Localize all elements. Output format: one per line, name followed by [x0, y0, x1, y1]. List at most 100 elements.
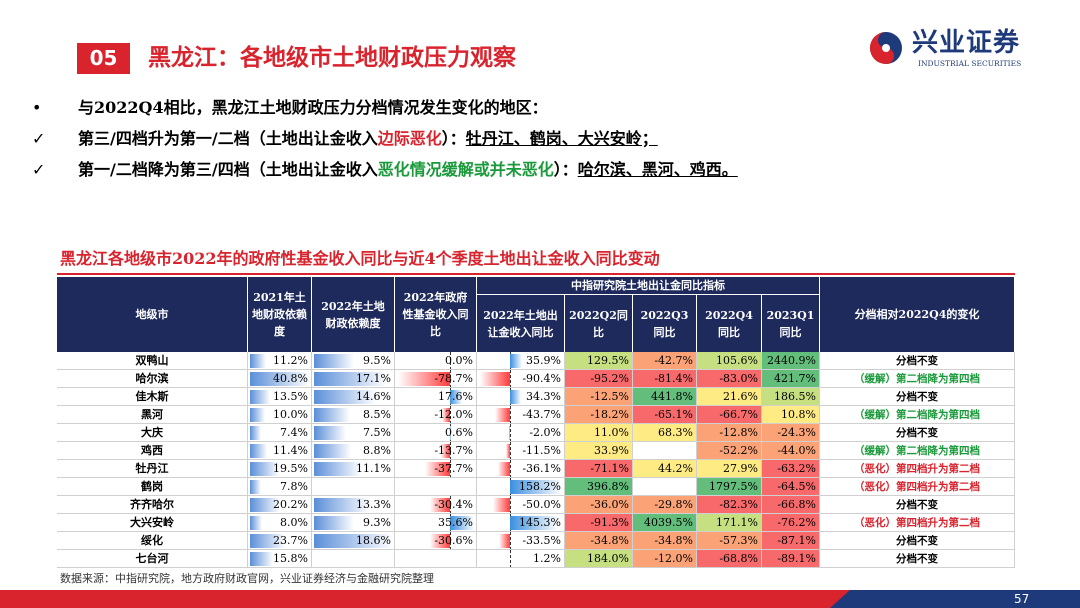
data-bar: [250, 480, 262, 494]
table-cell: 4039.5%: [633, 514, 697, 532]
table-cell: -30.6%: [395, 532, 477, 550]
table-cell: -65.1%: [633, 406, 697, 424]
table-cell: 129.5%: [565, 352, 633, 370]
data-bar: [250, 390, 270, 404]
table-cell: 13.3%: [312, 496, 395, 514]
data-bar: [506, 444, 510, 458]
table-cell: -30.4%: [395, 496, 477, 514]
table-cell: -76.2%: [762, 514, 820, 532]
bullet-text: 哈尔滨、黑河、鸡西。: [577, 160, 738, 179]
table-cell: 分档不变: [820, 550, 1015, 568]
table-title: 黑龙江各地级市2022年的政府性基金收入同比与近4个季度土地出让金收入同比变动: [60, 249, 660, 268]
table-cell: -12.5%: [565, 388, 633, 406]
page-number: 57: [1014, 592, 1030, 606]
table-cell: 齐齐哈尔: [57, 496, 248, 514]
table-cell: 158.2%: [477, 478, 565, 496]
table-cell: -36.1%: [477, 460, 565, 478]
table-cell: 21.6%: [697, 388, 762, 406]
table-cell: 7.5%: [312, 424, 395, 442]
data-bar: [314, 462, 362, 476]
table-cell: 145.3%: [477, 514, 565, 532]
table-cell: -42.7%: [633, 352, 697, 370]
table-cell: （恶化）第四档升为第二档: [820, 478, 1015, 496]
data-bar: [498, 534, 510, 548]
table-cell: 0.6%: [395, 424, 477, 442]
title-rule: [57, 273, 1015, 275]
table-cell: [395, 550, 477, 568]
column-header: 2022Q2同比: [565, 295, 633, 352]
logo-subtext: INDUSTRIAL SECURITIES: [918, 59, 1022, 68]
bullet-text: 与2022Q4相比，黑龙江土地财政压力分档情况发生变化的地区：: [78, 98, 548, 117]
column-header: 2022年土地财政依赖度: [312, 277, 395, 352]
table-cell: 33.9%: [565, 442, 633, 460]
data-bar: [509, 390, 522, 404]
data-bar: [314, 498, 371, 512]
table-cell: 441.8%: [633, 388, 697, 406]
table-cell: 34.3%: [477, 388, 565, 406]
table-cell: （恶化）第四档升为第二档: [820, 460, 1015, 478]
column-header: 2022年土地出让金收入同比: [477, 295, 565, 352]
table-cell: 佳木斯: [57, 388, 248, 406]
axis-line: [509, 442, 511, 460]
table-cell: -87.1%: [762, 532, 820, 550]
data-bar: [442, 408, 451, 422]
group-header: 中指研究院土地出让金同比指标: [477, 277, 820, 295]
data-bar: [250, 408, 265, 422]
table-cell: 8.8%: [312, 442, 395, 460]
table-cell: 9.5%: [312, 352, 395, 370]
bullet-text: 第一/二档降为第三/四档（土地出让金收入: [78, 160, 378, 179]
table-cell: -18.2%: [565, 406, 633, 424]
axis-line: [450, 424, 452, 442]
data-bar: [250, 372, 310, 386]
table-cell: 105.6%: [697, 352, 762, 370]
column-header: 2022年政府性基金收入同比: [395, 277, 477, 352]
table-cell: [633, 478, 697, 496]
axis-line: [450, 352, 452, 370]
table-cell: 分档不变: [820, 352, 1015, 370]
data-bar: [314, 390, 376, 404]
data-bar: [314, 354, 355, 368]
table-cell: -36.0%: [565, 496, 633, 514]
bullet-line: 与2022Q4相比，黑龙江土地财政压力分档情况发生变化的地区：: [78, 96, 548, 120]
table-cell: -57.3%: [697, 532, 762, 550]
table-cell: 双鸭山: [57, 352, 248, 370]
axis-line: [509, 406, 511, 424]
table-cell: -44.0%: [762, 442, 820, 460]
table-cell: -11.5%: [477, 442, 565, 460]
table-cell: 2440.9%: [762, 352, 820, 370]
table-cell: （缓解）第二档降为第四档: [820, 442, 1015, 460]
axis-line: [509, 550, 511, 568]
table-cell: 分档不变: [820, 532, 1015, 550]
data-bar: [509, 426, 510, 440]
table-cell: -68.8%: [697, 550, 762, 568]
table-cell: 186.5%: [762, 388, 820, 406]
axis-line: [450, 442, 452, 460]
table-cell: 11.2%: [248, 352, 312, 370]
data-bar: [250, 534, 285, 548]
table-cell: [395, 478, 477, 496]
axis-line: [509, 496, 511, 514]
table-cell: 184.0%: [565, 550, 633, 568]
table-cell: -95.2%: [565, 370, 633, 388]
axis-line: [509, 370, 511, 388]
data-bar: [430, 498, 451, 512]
table-cell: 8.0%: [248, 514, 312, 532]
data-bar: [509, 480, 562, 494]
table-cell: -64.5%: [762, 478, 820, 496]
data-bar: [493, 498, 510, 512]
table-cell: -29.8%: [633, 496, 697, 514]
bullet-text: 第三/四档升为第一/二档（土地出让金收入: [78, 129, 378, 148]
table-cell: -81.4%: [633, 370, 697, 388]
table-cell: 8.5%: [312, 406, 395, 424]
table-cell: -13.7%: [395, 442, 477, 460]
logo-text: 兴业证券: [912, 28, 1021, 58]
table-cell: -12.0%: [395, 406, 477, 424]
table-cell: 40.8%: [248, 370, 312, 388]
table-cell: -90.4%: [477, 370, 565, 388]
table-cell: 9.3%: [312, 514, 395, 532]
data-bar: [509, 354, 522, 368]
column-header: 地级市: [57, 277, 248, 352]
table-cell: -37.7%: [395, 460, 477, 478]
bullet-marker: •: [32, 98, 42, 117]
table-cell: -12.0%: [633, 550, 697, 568]
